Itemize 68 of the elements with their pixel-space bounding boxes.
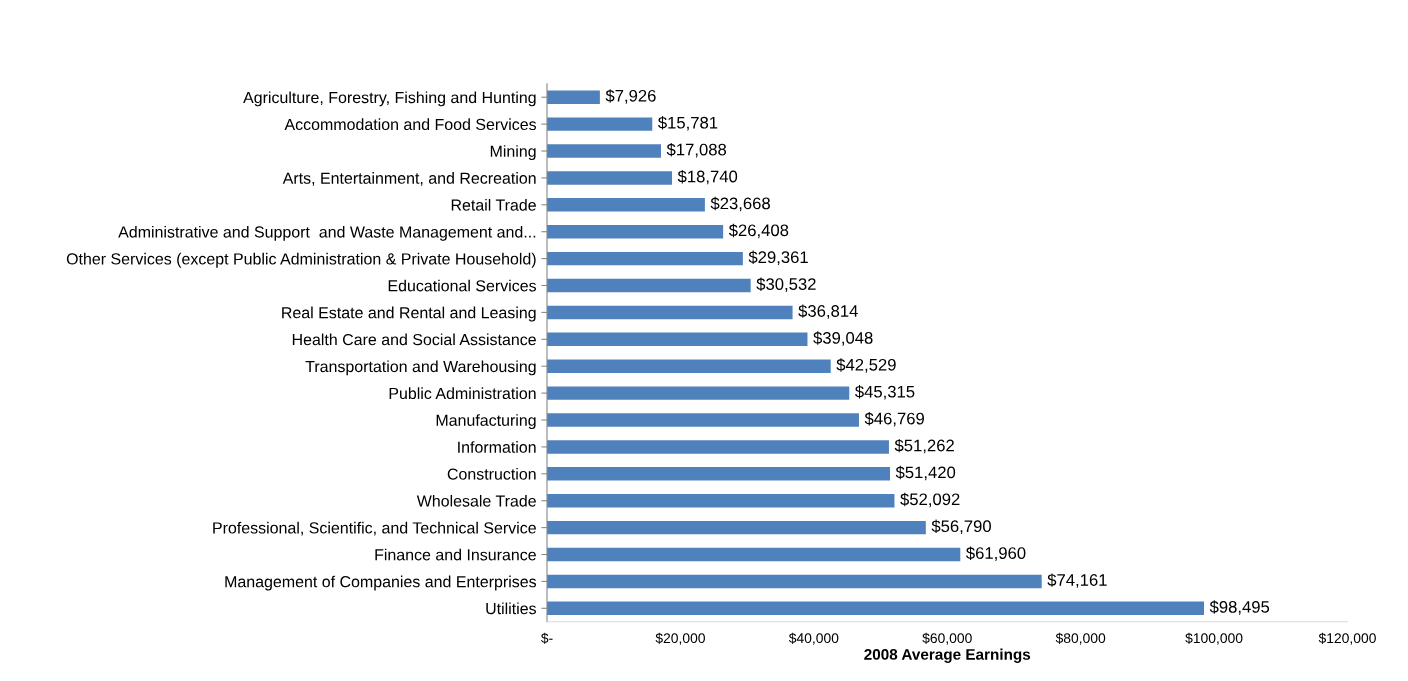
x-tick-label: $120,000 xyxy=(1318,632,1376,645)
bar xyxy=(547,171,673,185)
y-tick-label: Other Services (except Public Administration & Private Household) xyxy=(66,252,536,268)
bar xyxy=(547,547,961,562)
y-tick-label: Professional, Scientific, and Technical Service xyxy=(213,521,536,536)
y-tick-label: Health Care and Social Assistance xyxy=(292,333,536,346)
data-label: $29,361 xyxy=(748,250,808,266)
data-label: $46,769 xyxy=(864,411,924,427)
data-label: $51,420 xyxy=(895,465,956,481)
x-axis-title: 2008 Average Earnings xyxy=(864,648,1031,663)
data-label: $45,315 xyxy=(855,385,915,400)
x-tick-label: $20,000 xyxy=(655,632,705,645)
bar xyxy=(547,224,724,239)
y-tick-label: Educational Services xyxy=(388,279,537,292)
bar xyxy=(547,467,890,481)
bar xyxy=(547,386,850,400)
bar xyxy=(547,332,808,347)
bar xyxy=(547,144,661,158)
bar xyxy=(547,601,1205,616)
bar xyxy=(547,520,926,535)
y-tick-label: Administrative and Support and Waste Management and... xyxy=(118,225,536,241)
y-tick-label: Utilities xyxy=(486,602,537,615)
bar xyxy=(547,413,859,427)
x-tick-label: $- xyxy=(540,632,553,644)
y-tick-label: Management of Companies and Enterprises xyxy=(225,575,537,591)
bar xyxy=(547,117,653,131)
bar xyxy=(547,493,895,508)
data-label: $36,814 xyxy=(798,304,858,319)
x-tick-label: $60,000 xyxy=(922,632,972,645)
data-label: $17,088 xyxy=(666,142,727,158)
y-tick-label: Arts, Entertainment, and Recreation xyxy=(282,172,536,186)
x-tick-label: $40,000 xyxy=(788,632,839,645)
y-tick-label: Transportation and Warehousing xyxy=(305,360,536,376)
data-label: $74,161 xyxy=(1047,573,1107,588)
bar xyxy=(547,90,600,104)
y-tick-label: Real Estate and Rental and Leasing xyxy=(282,306,536,322)
data-label: $15,781 xyxy=(658,116,718,131)
y-tick-label: Finance and Insurance xyxy=(375,548,536,561)
y-tick-label: Construction xyxy=(447,468,536,480)
x-tick-label: $100,000 xyxy=(1185,632,1243,645)
bar xyxy=(547,251,743,266)
data-label: $26,408 xyxy=(728,223,789,239)
y-tick-label: Retail Trade xyxy=(451,199,536,211)
bar xyxy=(547,198,705,212)
data-label: $51,262 xyxy=(894,438,954,454)
y-tick-label: Agriculture, Forestry, Fishing and Hunting xyxy=(243,91,536,107)
data-label: $39,048 xyxy=(813,331,873,346)
bar xyxy=(547,305,793,320)
y-tick-label: Public Administration xyxy=(389,387,536,400)
bar xyxy=(547,574,1042,589)
data-label: $18,740 xyxy=(677,169,738,185)
data-label: $23,668 xyxy=(710,196,770,212)
data-label: $61,960 xyxy=(966,546,1026,561)
y-tick-label: Manufacturing xyxy=(436,414,536,430)
data-label: $56,790 xyxy=(931,519,991,535)
y-tick-label: Mining xyxy=(490,145,536,161)
data-label: $52,092 xyxy=(900,492,960,508)
y-tick-label: Wholesale Trade xyxy=(416,494,536,507)
bar xyxy=(547,278,751,293)
y-tick-label: Information xyxy=(458,441,536,453)
data-label: $30,532 xyxy=(756,277,816,292)
data-label: $42,529 xyxy=(836,358,896,373)
bar xyxy=(547,440,889,454)
data-label: $98,495 xyxy=(1209,600,1270,615)
y-tick-label: Accommodation and Food Services xyxy=(284,118,537,131)
data-label: $7,926 xyxy=(605,89,656,104)
bar xyxy=(547,359,831,373)
x-tick-label: $80,000 xyxy=(1055,632,1106,645)
